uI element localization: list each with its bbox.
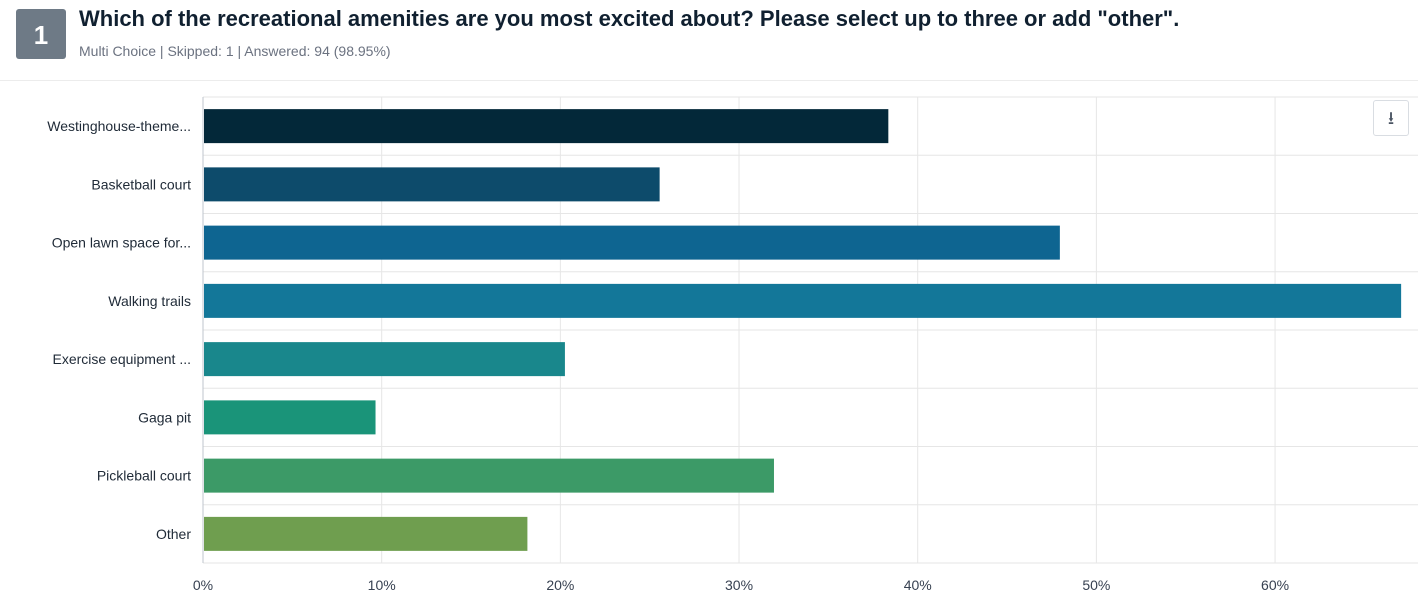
bar[interactable]: [204, 225, 1060, 260]
grid-lines: [202, 96, 1418, 564]
x-tick-label: 0%: [193, 577, 213, 593]
bar-chart: Westinghouse-theme... Basketball court Ope…: [47, 96, 1418, 593]
x-tick-label: 40%: [904, 577, 932, 593]
download-button[interactable]: ⭳: [1373, 100, 1409, 136]
x-tick-label: 60%: [1261, 577, 1289, 593]
category-label: Walking trails: [108, 293, 191, 309]
question-header: 1 Which of the recreational amenities ar…: [0, 0, 1418, 81]
category-labels: Westinghouse-theme... Basketball court Ope…: [47, 118, 191, 542]
category-label: Open lawn space for...: [52, 235, 191, 251]
category-label: Basketball court: [91, 176, 191, 192]
bar[interactable]: [204, 458, 774, 493]
category-label: Pickleball court: [97, 468, 191, 484]
bar[interactable]: [204, 283, 1402, 318]
bar[interactable]: [204, 342, 565, 377]
download-icon: ⭳: [1387, 108, 1395, 128]
category-label: Exercise equipment ...: [52, 351, 191, 367]
x-tick-label: 30%: [725, 577, 753, 593]
x-tick-label: 50%: [1082, 577, 1110, 593]
bar[interactable]: [204, 109, 889, 144]
question-meta: Multi Choice | Skipped: 1 | Answered: 94…: [79, 43, 391, 59]
category-label: Other: [156, 526, 191, 542]
question-number-badge: 1: [16, 9, 66, 59]
category-label: Gaga pit: [138, 409, 191, 425]
x-tick-label: 10%: [368, 577, 396, 593]
question-title: Which of the recreational amenities are …: [79, 6, 1180, 31]
x-tick-label: 20%: [546, 577, 574, 593]
bar[interactable]: [204, 516, 528, 551]
bar[interactable]: [204, 400, 376, 435]
category-label: Westinghouse-theme...: [47, 118, 191, 134]
bar[interactable]: [204, 167, 660, 202]
x-axis-ticks: 0% 10% 20% 30% 40% 50% 60%: [193, 577, 1289, 593]
bars: [204, 109, 1402, 551]
